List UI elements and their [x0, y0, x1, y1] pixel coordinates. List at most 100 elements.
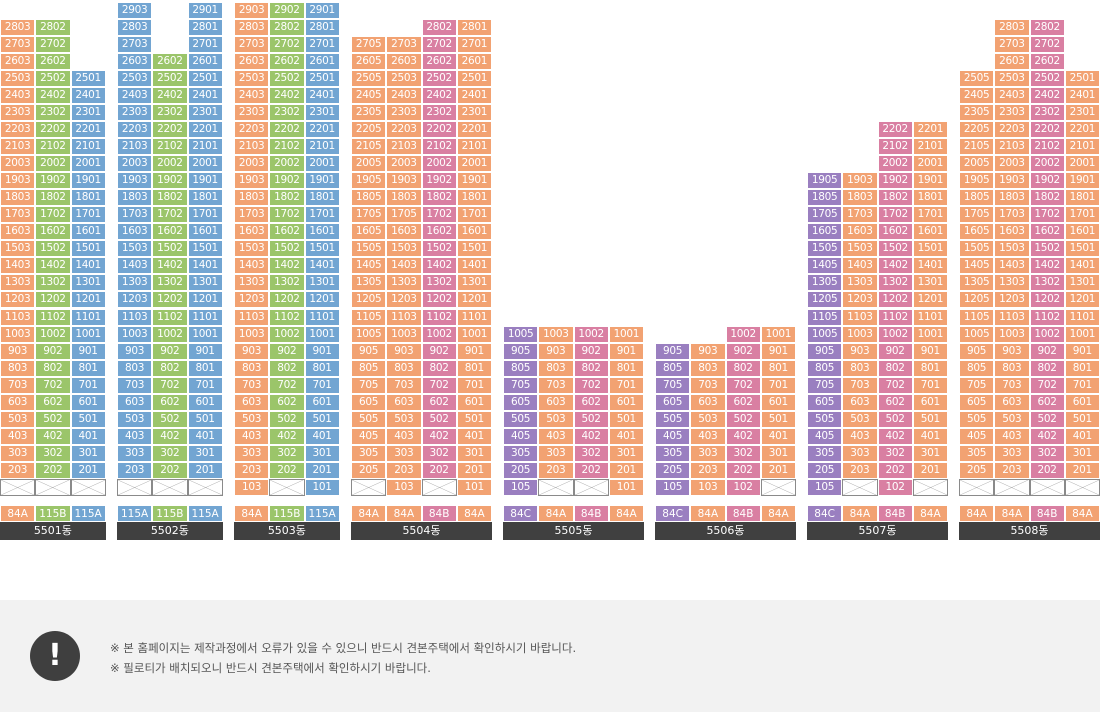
unit-cell[interactable]: 1803	[0, 189, 36, 207]
unit-cell[interactable]: 1302	[269, 274, 305, 292]
unit-cell[interactable]: 1601	[304, 223, 340, 241]
unit-cell[interactable]: 703	[690, 376, 726, 394]
unit-cell[interactable]: 505	[807, 410, 843, 428]
unit-cell[interactable]: 2402	[421, 86, 457, 104]
unit-cell[interactable]: 902	[1029, 342, 1065, 360]
unit-cell[interactable]: 1503	[842, 240, 878, 258]
unit-cell[interactable]: 605	[351, 393, 387, 411]
unit-cell[interactable]: 403	[538, 427, 574, 445]
unit-cell[interactable]: 202	[877, 461, 913, 479]
unit-cell[interactable]: 1502	[35, 240, 71, 258]
unit-cell[interactable]: 2603	[386, 52, 422, 70]
unit-cell[interactable]: 1601	[187, 223, 223, 241]
unit-cell[interactable]: 2302	[35, 103, 71, 121]
unit-cell[interactable]: 702	[152, 376, 188, 394]
unit-cell[interactable]: 1003	[234, 325, 270, 343]
unit-cell[interactable]: 1503	[234, 240, 270, 258]
unit-cell[interactable]: 1703	[994, 206, 1030, 224]
unit-cell[interactable]: 103	[234, 479, 270, 497]
unit-cell[interactable]: 1801	[304, 189, 340, 207]
unit-cell[interactable]: 605	[503, 393, 539, 411]
unit-cell[interactable]: 103	[690, 479, 726, 497]
unit-cell[interactable]: 505	[503, 410, 539, 428]
unit-cell[interactable]: 1001	[760, 325, 796, 343]
unit-cell[interactable]: 401	[608, 427, 644, 445]
unit-cell[interactable]: 1101	[70, 308, 106, 326]
unit-cell[interactable]: 1205	[351, 291, 387, 309]
unit-cell[interactable]: 2803	[234, 18, 270, 36]
unit-cell[interactable]: 401	[456, 427, 492, 445]
unit-cell[interactable]: 1502	[877, 240, 913, 258]
unit-cell[interactable]: 2003	[386, 155, 422, 173]
unit-cell[interactable]: 801	[912, 359, 948, 377]
unit-cell[interactable]: 903	[234, 342, 270, 360]
unit-cell[interactable]: 305	[351, 444, 387, 462]
unit-cell[interactable]: 2803	[0, 18, 36, 36]
unit-cell[interactable]: 705	[503, 376, 539, 394]
unit-cell[interactable]: 1401	[1064, 257, 1100, 275]
unit-cell[interactable]: 2301	[187, 103, 223, 121]
unit-cell[interactable]: 902	[877, 342, 913, 360]
unit-cell[interactable]: 2005	[959, 155, 995, 173]
unit-cell[interactable]: 2603	[117, 52, 153, 70]
unit-cell[interactable]: 1802	[1029, 189, 1065, 207]
unit-cell[interactable]: 1002	[35, 325, 71, 343]
unit-cell[interactable]: 705	[351, 376, 387, 394]
unit-cell[interactable]: 1003	[386, 325, 422, 343]
unit-cell[interactable]: 1601	[1064, 223, 1100, 241]
unit-cell[interactable]: 2303	[0, 103, 36, 121]
unit-cell[interactable]: 1105	[807, 308, 843, 326]
unit-cell[interactable]: 303	[386, 444, 422, 462]
unit-cell[interactable]: 1105	[351, 308, 387, 326]
unit-cell[interactable]: 401	[1064, 427, 1100, 445]
unit-cell[interactable]: 903	[994, 342, 1030, 360]
unit-cell[interactable]: 702	[573, 376, 609, 394]
unit-cell[interactable]: 1302	[152, 274, 188, 292]
unit-cell[interactable]: 2301	[456, 103, 492, 121]
unit-cell[interactable]: 2201	[187, 120, 223, 138]
unit-cell[interactable]: 1702	[35, 206, 71, 224]
unit-cell[interactable]: 1505	[351, 240, 387, 258]
unit-cell[interactable]: 2505	[351, 69, 387, 87]
unit-cell[interactable]: 203	[994, 461, 1030, 479]
unit-cell[interactable]: 905	[351, 342, 387, 360]
unit-cell[interactable]: 1402	[877, 257, 913, 275]
unit-cell[interactable]: 2801	[456, 18, 492, 36]
unit-cell[interactable]: 2101	[456, 138, 492, 156]
unit-cell[interactable]: 205	[959, 461, 995, 479]
unit-cell[interactable]: 1002	[269, 325, 305, 343]
unit-cell[interactable]: 1603	[234, 223, 270, 241]
unit-cell[interactable]: 602	[35, 393, 71, 411]
unit-cell[interactable]: 1002	[725, 325, 761, 343]
unit-cell[interactable]: 705	[959, 376, 995, 394]
unit-cell[interactable]: 2302	[1029, 103, 1065, 121]
unit-cell[interactable]: 2002	[1029, 155, 1065, 173]
unit-cell[interactable]: 2103	[386, 138, 422, 156]
unit-cell[interactable]: 1802	[269, 189, 305, 207]
unit-cell[interactable]: 2405	[351, 86, 387, 104]
unit-cell[interactable]: 701	[304, 376, 340, 394]
unit-cell[interactable]: 2602	[1029, 52, 1065, 70]
unit-cell[interactable]: 701	[1064, 376, 1100, 394]
unit-cell[interactable]: 1301	[304, 274, 340, 292]
unit-cell[interactable]: 1103	[234, 308, 270, 326]
unit-cell[interactable]: 1605	[351, 223, 387, 241]
unit-cell[interactable]: 1202	[421, 291, 457, 309]
unit-cell[interactable]: 1703	[117, 206, 153, 224]
unit-cell[interactable]: 501	[608, 410, 644, 428]
unit-cell[interactable]: 303	[234, 444, 270, 462]
unit-cell[interactable]: 702	[269, 376, 305, 394]
unit-cell[interactable]: 902	[573, 342, 609, 360]
unit-cell[interactable]: 1205	[807, 291, 843, 309]
unit-cell[interactable]: 403	[234, 427, 270, 445]
unit-cell[interactable]: 303	[994, 444, 1030, 462]
unit-cell[interactable]: 805	[503, 359, 539, 377]
unit-cell[interactable]: 1203	[234, 291, 270, 309]
unit-cell[interactable]: 405	[959, 427, 995, 445]
unit-cell[interactable]: 2301	[304, 103, 340, 121]
unit-cell[interactable]: 2801	[187, 18, 223, 36]
unit-cell[interactable]: 1405	[351, 257, 387, 275]
unit-cell[interactable]: 2001	[1064, 155, 1100, 173]
unit-cell[interactable]: 2001	[70, 155, 106, 173]
unit-cell[interactable]: 802	[1029, 359, 1065, 377]
